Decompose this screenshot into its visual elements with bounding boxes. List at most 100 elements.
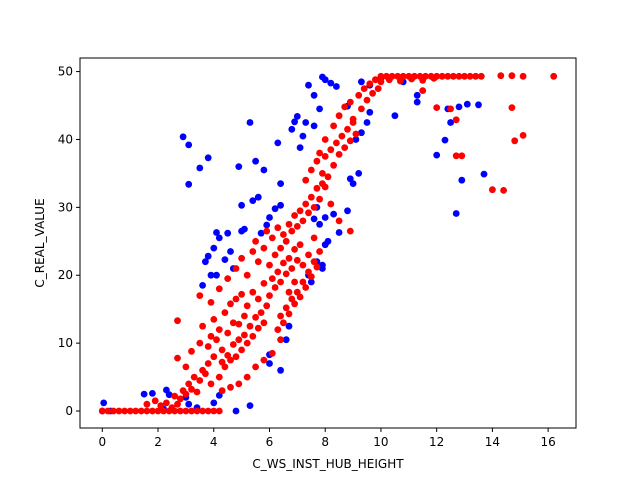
data-point bbox=[243, 302, 251, 310]
data-point bbox=[519, 132, 527, 139]
data-point bbox=[143, 407, 151, 415]
data-point bbox=[291, 118, 298, 126]
data-point bbox=[346, 98, 354, 106]
data-point bbox=[213, 229, 220, 236]
data-point bbox=[321, 183, 329, 191]
data-point bbox=[363, 96, 371, 104]
data-point bbox=[266, 360, 273, 367]
data-point bbox=[310, 215, 318, 223]
data-point bbox=[330, 210, 337, 218]
data-point bbox=[204, 407, 212, 415]
y-tick-label: 0 bbox=[65, 404, 73, 418]
data-point bbox=[341, 144, 349, 152]
data-point bbox=[452, 152, 460, 160]
data-point bbox=[121, 407, 128, 415]
data-point bbox=[338, 132, 346, 140]
data-point bbox=[319, 170, 326, 177]
data-point bbox=[419, 77, 427, 84]
data-point bbox=[355, 91, 363, 99]
data-point bbox=[151, 397, 159, 405]
data-point bbox=[143, 400, 151, 408]
data-point bbox=[333, 83, 340, 90]
data-point bbox=[218, 387, 226, 395]
data-point bbox=[266, 292, 273, 299]
data-point bbox=[408, 75, 415, 83]
data-point bbox=[321, 76, 329, 84]
data-point bbox=[171, 392, 179, 400]
data-point bbox=[346, 227, 354, 235]
data-point bbox=[260, 244, 268, 252]
data-point bbox=[274, 139, 282, 147]
x-tick-label: 0 bbox=[98, 435, 106, 449]
data-point bbox=[176, 407, 184, 415]
data-point bbox=[458, 176, 466, 184]
data-point bbox=[291, 300, 298, 308]
data-point bbox=[168, 404, 176, 411]
data-point bbox=[98, 407, 106, 415]
data-point bbox=[307, 166, 315, 174]
data-point bbox=[296, 293, 304, 301]
data-point bbox=[324, 237, 332, 245]
data-point bbox=[210, 399, 218, 407]
data-point bbox=[110, 407, 117, 415]
data-point bbox=[252, 237, 259, 245]
data-point bbox=[293, 256, 301, 264]
data-point bbox=[285, 310, 293, 318]
data-point bbox=[232, 407, 240, 415]
data-point bbox=[285, 322, 293, 330]
data-point bbox=[196, 164, 204, 172]
y-tick-label: 20 bbox=[58, 268, 73, 282]
data-point bbox=[277, 244, 284, 252]
data-point bbox=[100, 399, 108, 407]
data-point bbox=[508, 104, 516, 111]
data-point bbox=[433, 151, 441, 159]
data-point bbox=[263, 302, 271, 310]
data-point bbox=[252, 363, 259, 371]
data-point bbox=[263, 221, 271, 229]
data-point bbox=[221, 363, 229, 371]
data-point bbox=[324, 173, 332, 181]
data-point bbox=[257, 229, 265, 237]
data-point bbox=[358, 78, 365, 86]
data-point bbox=[282, 304, 290, 312]
data-point bbox=[299, 261, 307, 269]
data-point bbox=[260, 166, 268, 174]
data-point bbox=[182, 407, 190, 415]
data-point bbox=[218, 346, 226, 354]
data-point bbox=[268, 349, 276, 357]
data-point bbox=[207, 271, 215, 279]
data-point bbox=[174, 400, 181, 408]
data-point bbox=[335, 112, 343, 120]
data-point bbox=[179, 133, 187, 141]
data-point bbox=[202, 370, 209, 378]
data-point bbox=[277, 336, 284, 344]
data-point bbox=[296, 241, 304, 249]
data-point bbox=[252, 313, 259, 321]
data-point bbox=[363, 119, 371, 126]
data-point bbox=[271, 284, 279, 291]
data-point bbox=[463, 100, 471, 108]
data-point bbox=[207, 332, 215, 340]
data-point bbox=[280, 231, 287, 238]
data-point bbox=[291, 246, 298, 253]
data-point bbox=[277, 312, 284, 320]
data-point bbox=[174, 317, 181, 325]
data-point bbox=[285, 220, 293, 228]
data-point bbox=[199, 282, 207, 289]
data-point bbox=[213, 271, 220, 279]
data-point bbox=[475, 101, 482, 109]
x-axis: 0 2 4 6 8 10 12 14 16 bbox=[98, 428, 556, 449]
data-point bbox=[149, 390, 156, 397]
data-point bbox=[224, 229, 232, 237]
data-point bbox=[480, 170, 488, 178]
data-point bbox=[227, 383, 234, 391]
data-point bbox=[210, 407, 218, 415]
data-point bbox=[165, 391, 173, 399]
data-point bbox=[452, 210, 460, 217]
data-point bbox=[455, 72, 463, 80]
data-point bbox=[254, 193, 262, 201]
data-point bbox=[215, 234, 223, 242]
y-tick-label: 30 bbox=[58, 200, 73, 214]
